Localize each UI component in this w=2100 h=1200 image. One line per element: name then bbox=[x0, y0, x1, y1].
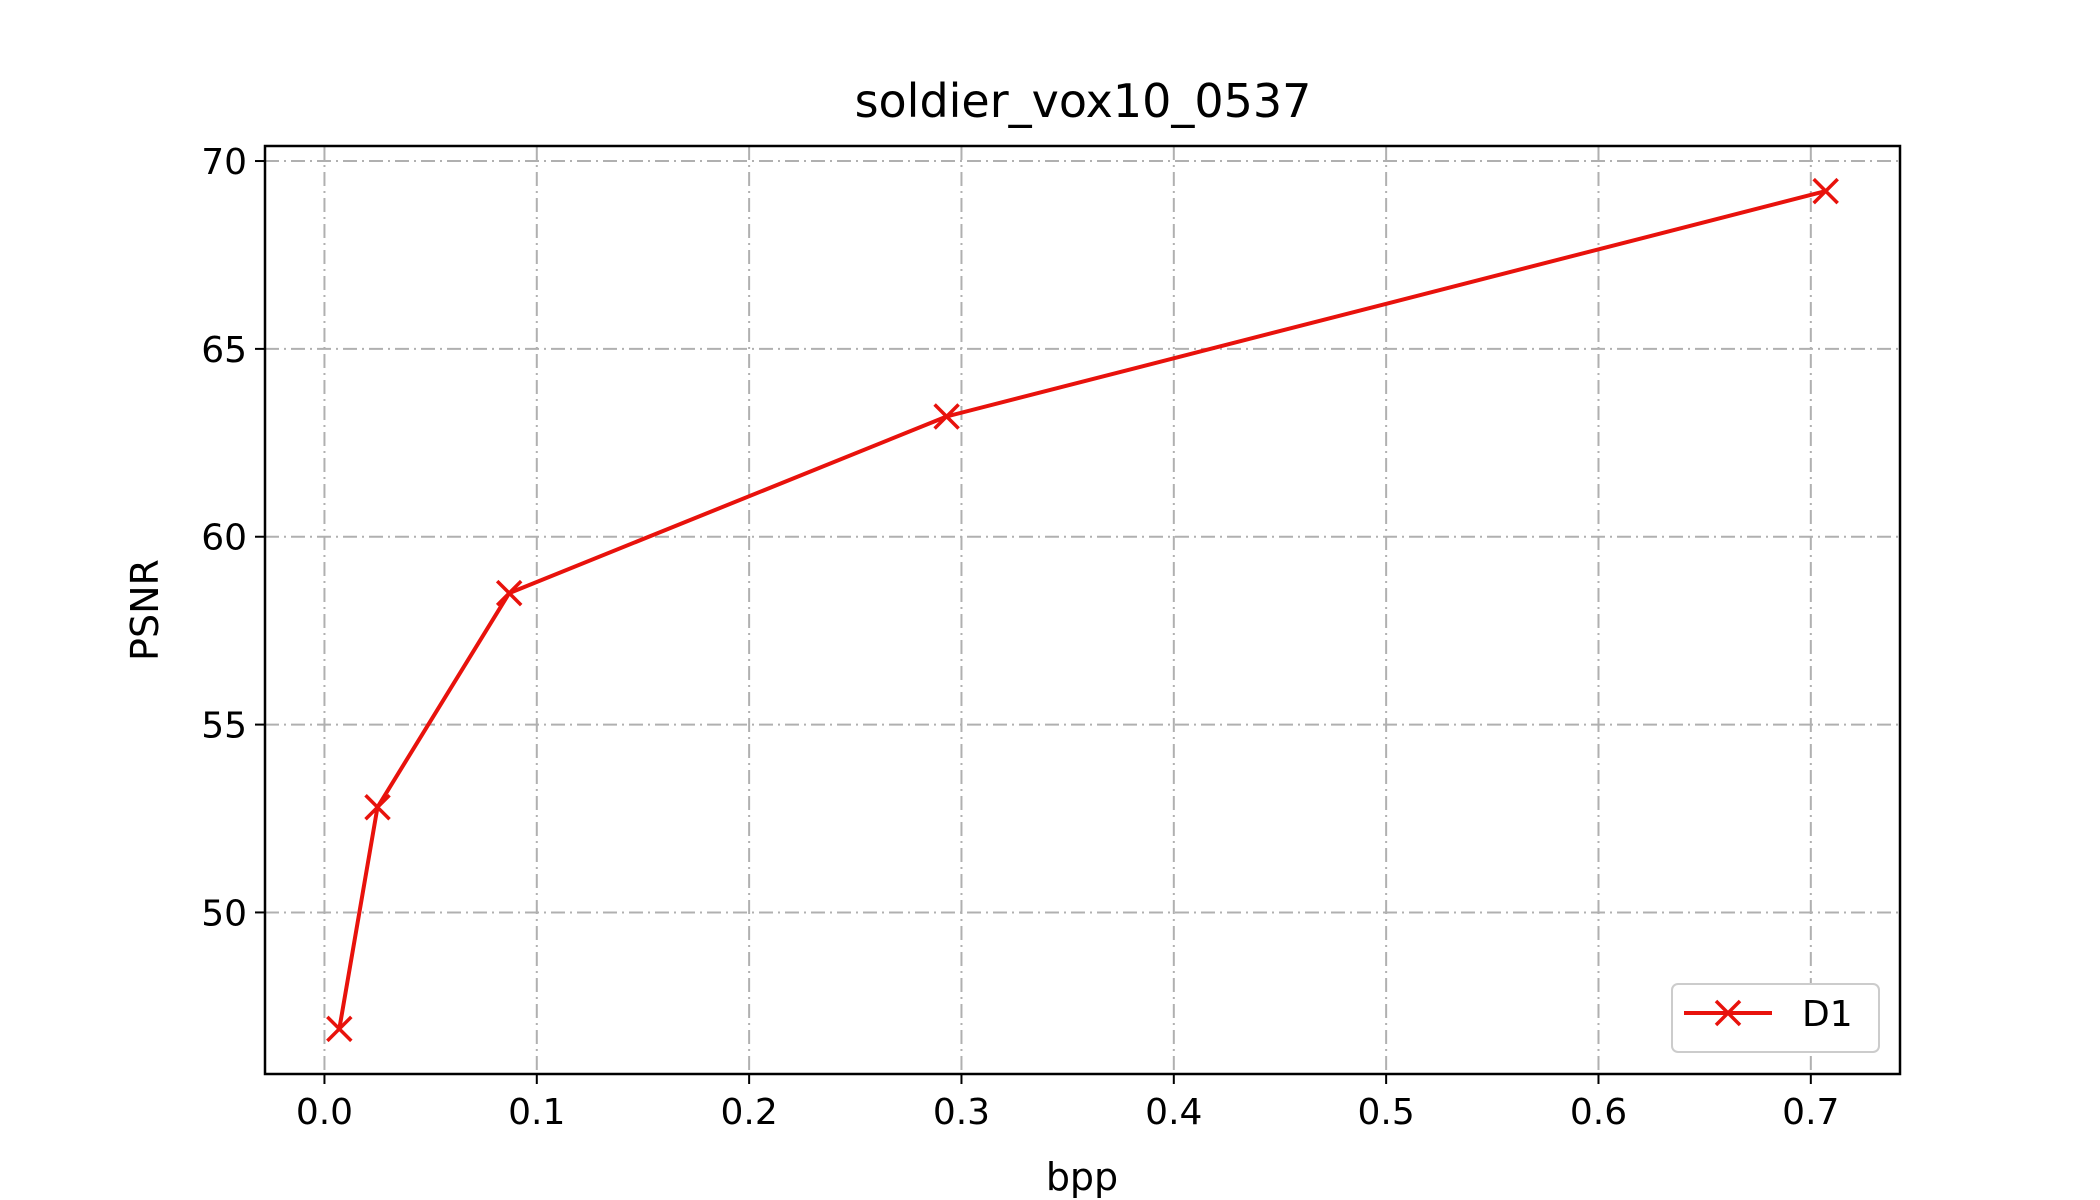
axis-ticks: 0.0 0.1 0.2 0.3 0.4 0.5 0.6 0.7 50 55 60 65 70 bbox=[201, 142, 1839, 1133]
x-tick-label: 0.7 bbox=[1782, 1092, 1839, 1133]
x-tick-label: 0.1 bbox=[508, 1092, 565, 1133]
x-tick-label: 0.5 bbox=[1358, 1092, 1415, 1133]
series-layer bbox=[326, 177, 1839, 1043]
legend-label-d1: D1 bbox=[1802, 994, 1853, 1035]
y-tick-label: 50 bbox=[201, 893, 247, 934]
y-tick-label: 55 bbox=[201, 706, 247, 747]
legend-marker-d1 bbox=[1714, 999, 1742, 1027]
x-tick-label: 0.3 bbox=[933, 1092, 990, 1133]
y-tick-label: 60 bbox=[201, 518, 247, 559]
data-point-marker bbox=[1812, 177, 1839, 205]
y-tick-label: 70 bbox=[201, 142, 247, 183]
legend: D1 bbox=[1671, 983, 1880, 1053]
x-tick-label: 0.2 bbox=[720, 1092, 777, 1133]
y-tick-label: 65 bbox=[201, 330, 247, 371]
legend-box bbox=[1671, 983, 1880, 1053]
plot-frame bbox=[263, 144, 1902, 1076]
data-point-marker bbox=[933, 403, 960, 430]
data-point-marker bbox=[364, 794, 391, 821]
data-point-marker bbox=[495, 579, 523, 607]
x-tick-label: 0.0 bbox=[296, 1092, 353, 1133]
chart-title: soldier_vox10_0537 bbox=[855, 74, 1312, 128]
data-point-marker bbox=[326, 1015, 353, 1043]
y-axis-title: PSNR bbox=[123, 559, 167, 661]
x-tick-label: 0.4 bbox=[1145, 1092, 1202, 1133]
x-tick-label: 0.6 bbox=[1570, 1092, 1627, 1133]
x-axis-title: bpp bbox=[1046, 1155, 1118, 1199]
grid bbox=[265, 146, 1900, 1074]
